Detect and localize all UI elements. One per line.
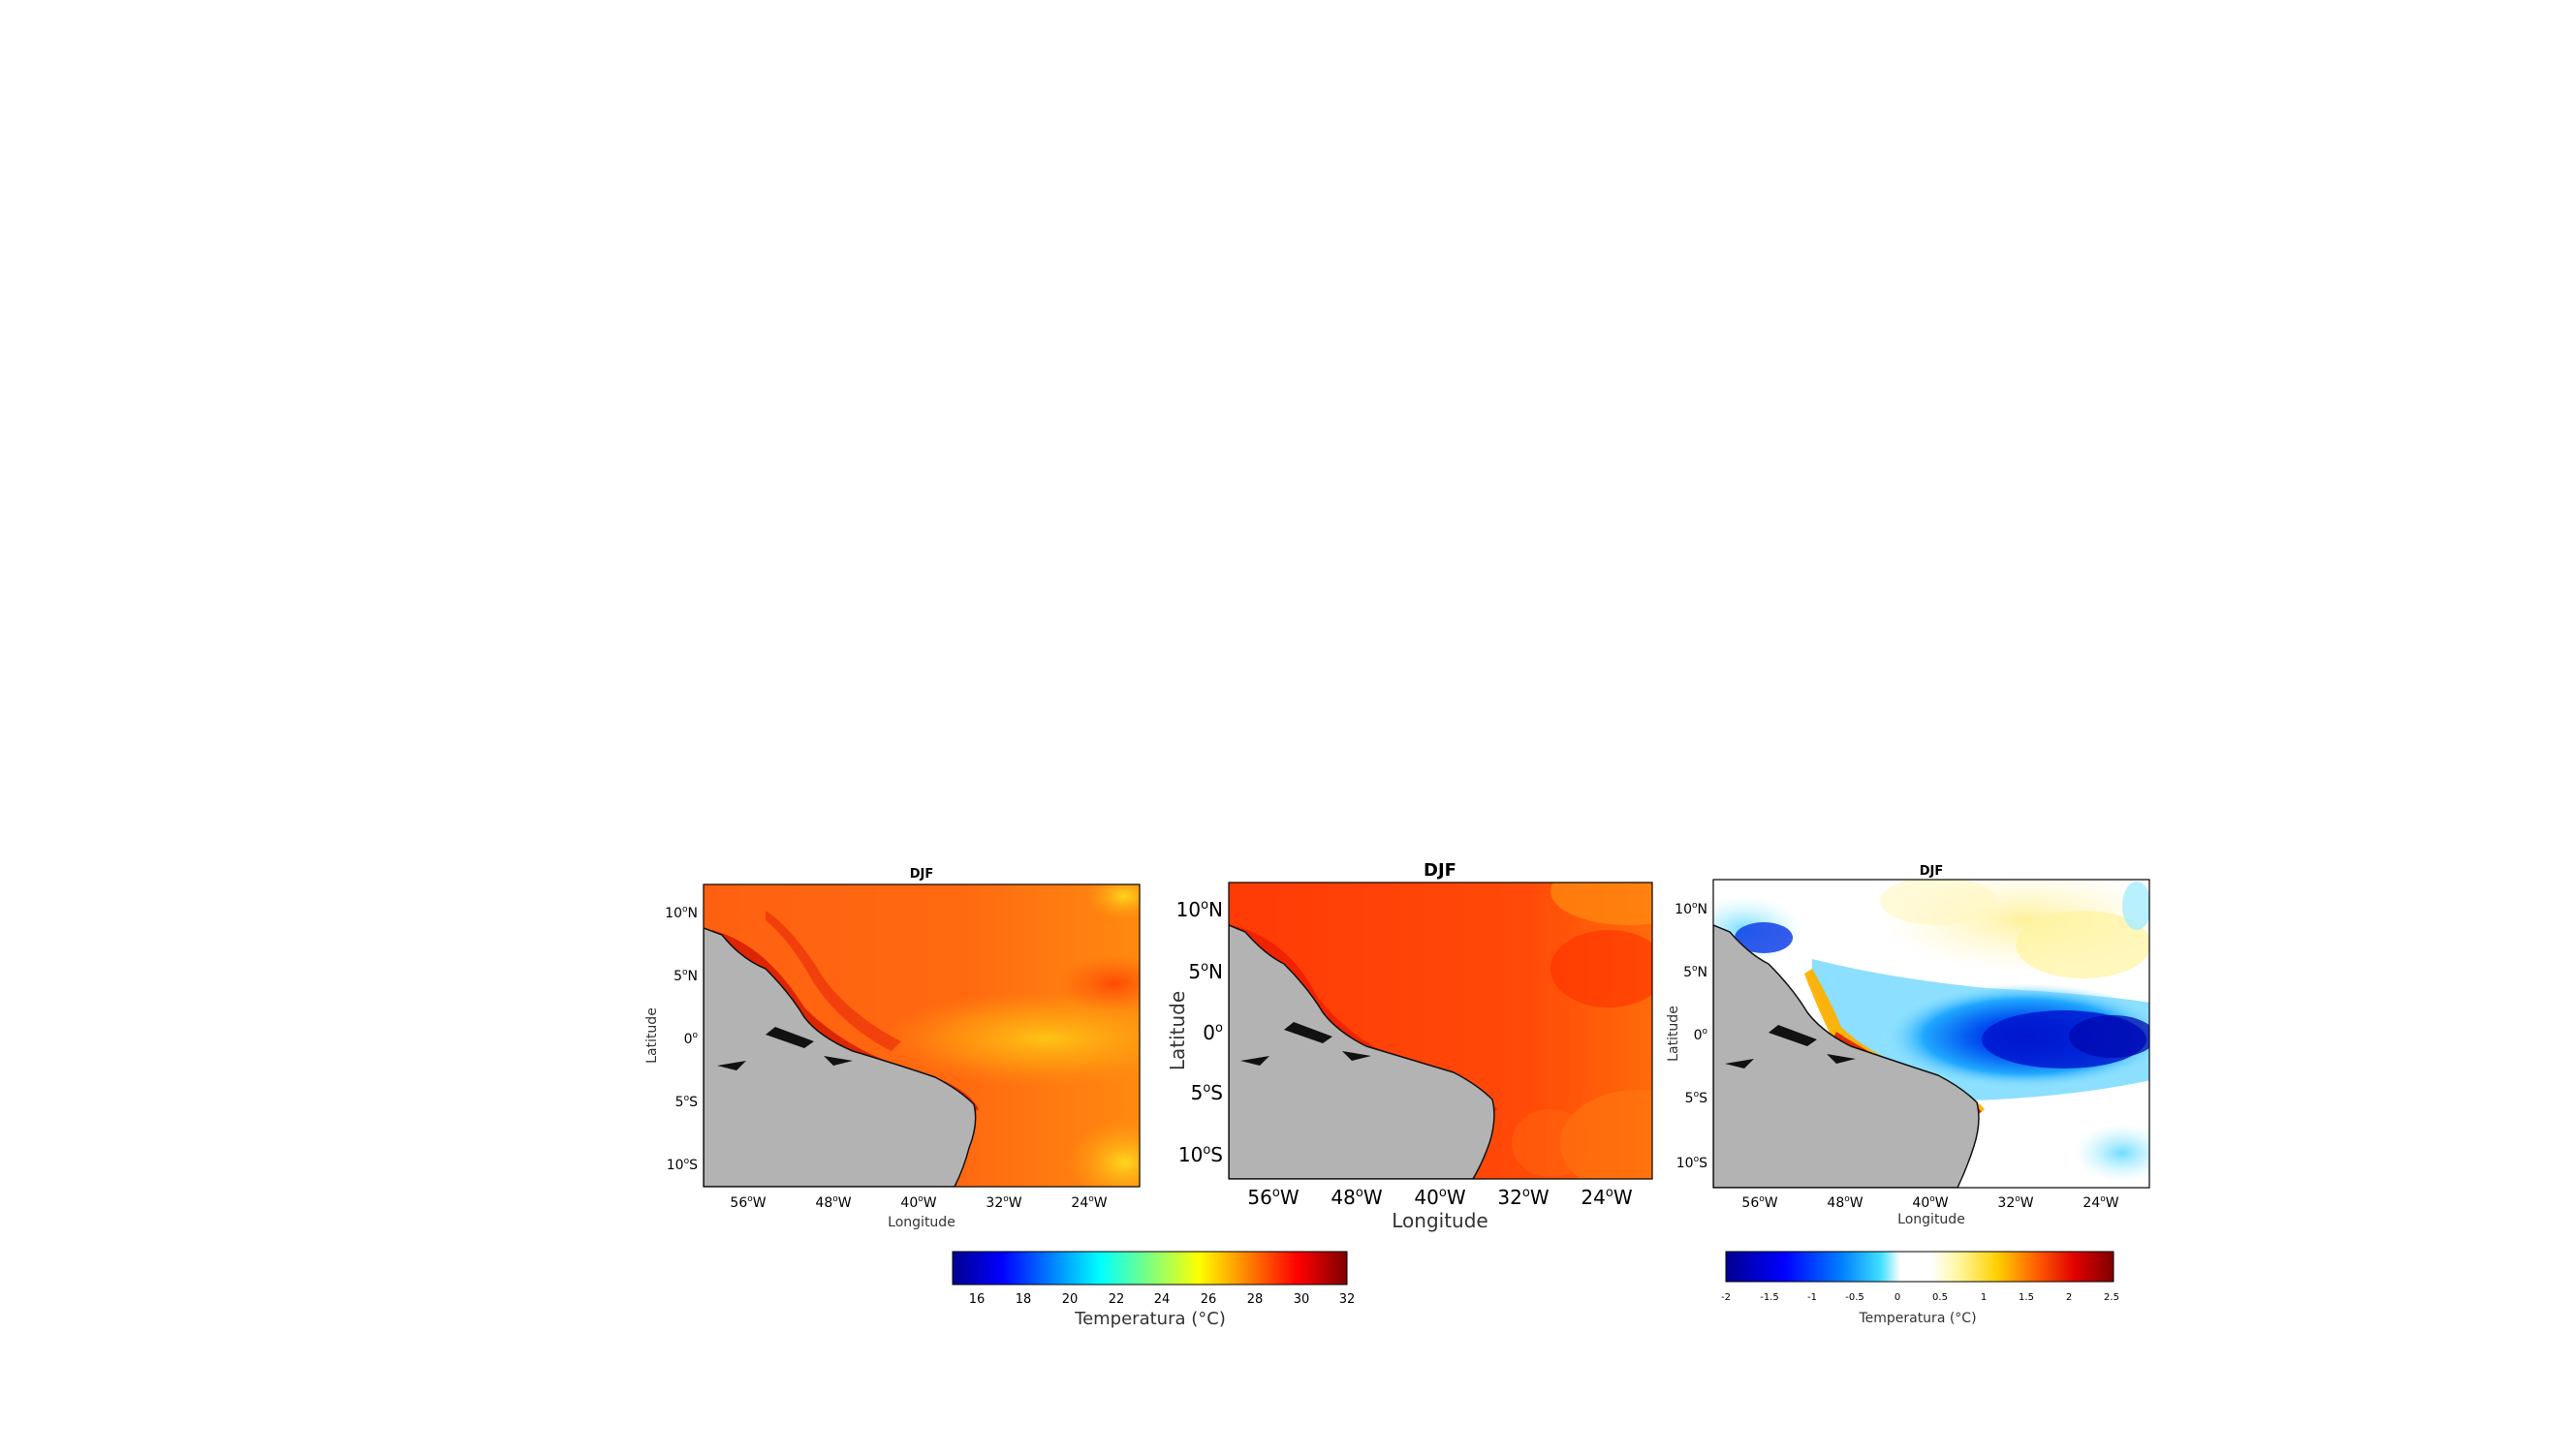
lat-tick-10n: 10oN <box>1675 901 1707 917</box>
y-axis-label: Latitude <box>1666 1006 1681 1062</box>
colorbar-tick: 32 <box>1339 1292 1356 1307</box>
x-axis-label: Longitude <box>1897 1212 1965 1227</box>
latitude-ticks: 10oN 5oN 0o 5oS 10oS <box>1675 901 1707 1171</box>
land-mass <box>704 927 977 1187</box>
lat-tick-10s: 10oS <box>1178 1143 1223 1166</box>
colorbar-ticks: 16 18 20 22 24 26 28 30 32 <box>969 1292 1356 1307</box>
map-field-b <box>1229 883 1652 1179</box>
longitude-ticks: 56oW 48oW 40oW 32oW 24oW <box>1247 1186 1632 1209</box>
colorbar-tick: 16 <box>969 1292 986 1307</box>
lon-tick-48w: 48oW <box>815 1194 851 1211</box>
map-panel-c: DJF 10oN 5oN <box>1666 864 2150 1227</box>
colorbar-label: Temperatura (°C) <box>1858 1311 1976 1326</box>
colorbar-tick: 18 <box>1016 1292 1032 1307</box>
lon-tick-48w: 48oW <box>1827 1194 1863 1211</box>
colorbar-tick: 2.5 <box>2104 1292 2119 1303</box>
latitude-ticks: 10oN 5oN 0o 5oS 10oS <box>1176 898 1223 1166</box>
lon-tick-24w: 24oW <box>1071 1194 1107 1211</box>
colorbar-gradient <box>1725 1251 2114 1283</box>
colorbar-tick: -1.5 <box>1760 1292 1779 1303</box>
lat-tick-5s: 5oS <box>1685 1090 1707 1106</box>
y-axis-label: Latitude <box>1166 991 1189 1070</box>
lon-tick-40w: 40oW <box>1912 1194 1948 1211</box>
colorbar-tick: 0.5 <box>1932 1292 1948 1303</box>
lat-tick-10s: 10oS <box>667 1157 698 1173</box>
colorbar-tick: 30 <box>1294 1292 1310 1307</box>
colorbar-tick: -1 <box>1807 1292 1817 1303</box>
colorbar-tick: 1.5 <box>2019 1292 2034 1303</box>
colorbar-tick: 22 <box>1109 1292 1125 1307</box>
x-axis-label: Longitude <box>1392 1209 1488 1232</box>
lat-tick-0: 0o <box>1694 1027 1708 1043</box>
colorbar-ticks: -2 -1.5 -1 -0.5 0 0.5 1 1.5 2 2.5 <box>1721 1292 2119 1303</box>
lon-tick-40w: 40oW <box>900 1194 936 1211</box>
colorbar-tick: 0 <box>1895 1292 1900 1303</box>
map-frame <box>1712 879 2150 1189</box>
colorbar-label: Temperatura (°C) <box>1074 1309 1226 1329</box>
lon-tick-56w: 56oW <box>1247 1186 1299 1209</box>
land-mass <box>1713 924 1980 1188</box>
longitude-ticks: 56oW 48oW 40oW 32oW 24oW <box>1741 1194 2118 1211</box>
colorbar-tick: 24 <box>1154 1292 1171 1307</box>
lon-tick-48w: 48oW <box>1331 1186 1382 1209</box>
land-mass <box>1229 924 1495 1179</box>
colorbar-tick: 1 <box>1981 1292 1987 1303</box>
colorbar-tick: 28 <box>1247 1292 1264 1307</box>
lat-tick-5n: 5oN <box>1683 964 1707 980</box>
lat-tick-5n: 5oN <box>673 968 698 984</box>
map-panel-b: DJF 10oN 5oN 0o 5oS 10oS 56oW 48oW 40oW … <box>1166 860 1653 1232</box>
lat-tick-5n: 5oN <box>1188 960 1223 983</box>
y-axis-label: Latitude <box>644 1007 660 1064</box>
lon-tick-24w: 24oW <box>2083 1194 2118 1211</box>
colorbar-difference: -2 -1.5 -1 -0.5 0 0.5 1 1.5 2 2.5 Temper… <box>1721 1251 2119 1326</box>
x-axis-label: Longitude <box>888 1215 955 1230</box>
map-panel-a: DJF 10oN 5oN 0o 5oS 10oS 56oW 48oW <box>644 867 1141 1230</box>
panel-title: DJF <box>1424 860 1456 881</box>
lon-tick-56w: 56oW <box>730 1194 766 1211</box>
lat-tick-10n: 10oN <box>665 905 698 921</box>
map-field-c <box>1713 880 2149 1188</box>
lon-tick-32w: 32oW <box>1497 1186 1549 1209</box>
colorbar-tick: -0.5 <box>1845 1292 1864 1303</box>
colorbar-tick: 20 <box>1062 1292 1079 1307</box>
map-field-a <box>704 884 1140 1187</box>
lon-tick-56w: 56oW <box>1741 1194 1777 1211</box>
lat-tick-0: 0o <box>1203 1021 1223 1044</box>
colorbar-absolute: 16 18 20 22 24 26 28 30 32 Temperatura (… <box>952 1251 1356 1329</box>
panel-title: DJF <box>1920 864 1944 879</box>
longitude-ticks: 56oW 48oW 40oW 32oW 24oW <box>730 1194 1107 1211</box>
lon-tick-24w: 24oW <box>1581 1186 1632 1209</box>
colorbar-tick: 2 <box>2066 1292 2072 1303</box>
map-frame <box>703 883 1141 1188</box>
panel-title: DJF <box>910 867 934 882</box>
map-frame <box>1228 882 1653 1180</box>
lon-tick-32w: 32oW <box>986 1194 1021 1211</box>
lat-tick-5s: 5oS <box>1191 1081 1223 1104</box>
lat-tick-0: 0o <box>684 1031 699 1047</box>
latitude-ticks: 10oN 5oN 0o 5oS 10oS <box>665 905 698 1173</box>
colorbar-gradient <box>952 1251 1348 1286</box>
colorbar-tick: 26 <box>1201 1292 1217 1307</box>
lat-tick-10n: 10oN <box>1176 898 1223 921</box>
colorbar-tick: -2 <box>1721 1292 1731 1303</box>
lon-tick-40w: 40oW <box>1414 1186 1465 1209</box>
lon-tick-32w: 32oW <box>1997 1194 2033 1211</box>
lat-tick-10s: 10oS <box>1676 1155 1707 1171</box>
lat-tick-5s: 5oS <box>675 1094 698 1110</box>
